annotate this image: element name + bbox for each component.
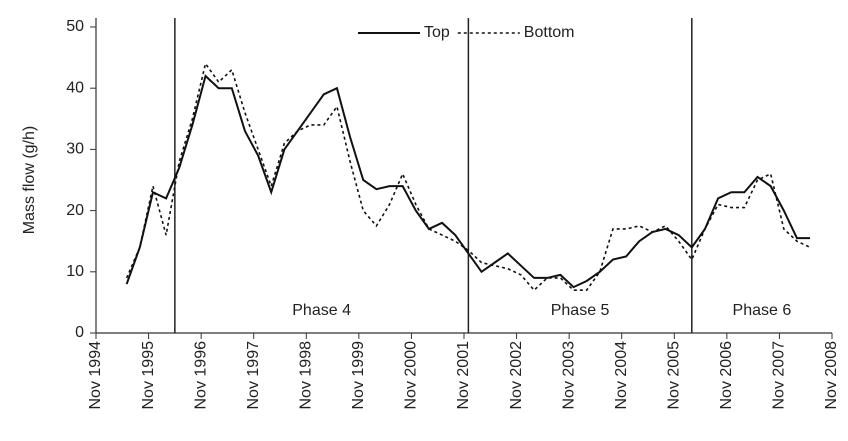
- y-axis-label: Mass flow (g/h): [21, 126, 38, 234]
- y-tick-label: 30: [66, 141, 84, 158]
- x-tick-label: Nov 2007: [771, 341, 788, 410]
- x-tick-label: Nov 2001: [455, 341, 472, 410]
- phase-label: Phase 4: [292, 302, 351, 319]
- x-tick-label: Nov 1995: [140, 341, 157, 410]
- phase-label: Phase 5: [551, 302, 610, 319]
- x-tick-label: Nov 1999: [350, 341, 367, 410]
- y-tick-label: 0: [75, 324, 84, 341]
- phase-label: Phase 6: [733, 302, 792, 319]
- x-tick-label: Nov 1994: [87, 341, 104, 410]
- x-tick-label: Nov 1998: [298, 341, 315, 410]
- x-tick-label: Nov 2008: [823, 341, 840, 410]
- x-tick-label: Nov 2006: [718, 341, 735, 410]
- x-tick-label: Nov 2000: [403, 341, 420, 410]
- y-tick-label: 40: [66, 79, 84, 96]
- y-tick-label: 10: [66, 263, 84, 280]
- y-tick-label: 20: [66, 202, 84, 219]
- legend-label: Top: [424, 24, 450, 41]
- x-tick-label: Nov 1997: [245, 341, 262, 410]
- x-tick-label: Nov 2002: [508, 341, 525, 410]
- y-tick-label: 50: [66, 18, 84, 35]
- series-line: [125, 74, 811, 289]
- x-tick-label: Nov 2004: [613, 341, 630, 410]
- x-tick-label: Nov 2003: [560, 341, 577, 410]
- x-tick-label: Nov 2005: [666, 341, 683, 410]
- legend-label: Bottom: [524, 24, 575, 41]
- x-tick-label: Nov 1996: [192, 341, 209, 410]
